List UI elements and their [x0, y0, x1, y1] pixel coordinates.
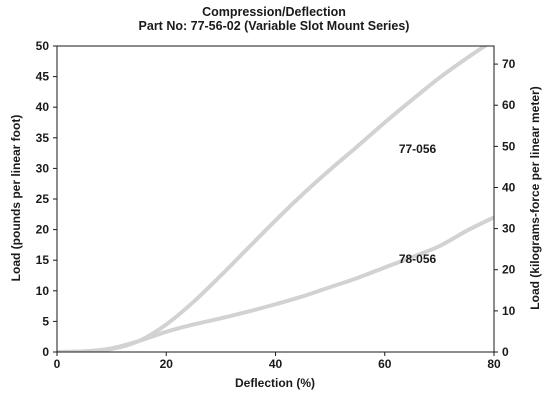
chart-subtitle: Part No: 77-56-02 (Variable Slot Mount S… [139, 19, 410, 33]
y2-tick-label-10: 10 [502, 304, 516, 318]
series-label-77-056: 77-056 [399, 142, 437, 156]
chart-title: Compression/Deflection [202, 5, 346, 19]
y-tick-label-10: 10 [36, 284, 50, 298]
y-tick-label-30: 30 [36, 161, 50, 175]
y-tick-label-25: 25 [36, 192, 50, 206]
x-tick-label-80: 80 [487, 357, 501, 371]
y-tick-label-0: 0 [42, 345, 49, 359]
y-tick-label-35: 35 [36, 131, 50, 145]
x-tick-label-60: 60 [378, 357, 392, 371]
y2-tick-label-70: 70 [502, 57, 516, 71]
y-tick-label-15: 15 [36, 253, 50, 267]
y-tick-label-50: 50 [36, 39, 50, 53]
x-tick-label-20: 20 [160, 357, 174, 371]
y-tick-label-40: 40 [36, 100, 50, 114]
y2-tick-label-30: 30 [502, 222, 516, 236]
y2-tick-label-40: 40 [502, 180, 516, 194]
y2-tick-label-0: 0 [502, 345, 509, 359]
x-axis-label: Deflection (%) [235, 376, 315, 390]
y-tick-label-5: 5 [42, 314, 49, 328]
y-tick-label-20: 20 [36, 223, 50, 237]
y-axis-label-left: Load (pounds per linear foot) [9, 115, 23, 282]
x-tick-label-0: 0 [54, 357, 61, 371]
x-tick-label-40: 40 [269, 357, 283, 371]
y2-tick-label-60: 60 [502, 98, 516, 112]
y-axis-label-right: Load (kilograms-force per linear meter) [528, 86, 542, 309]
y-tick-label-45: 45 [36, 70, 50, 84]
y2-tick-label-50: 50 [502, 139, 516, 153]
series-label-78-056: 78-056 [399, 252, 437, 266]
y2-tick-label-20: 20 [502, 263, 516, 277]
series-line-78-056 [57, 215, 494, 352]
